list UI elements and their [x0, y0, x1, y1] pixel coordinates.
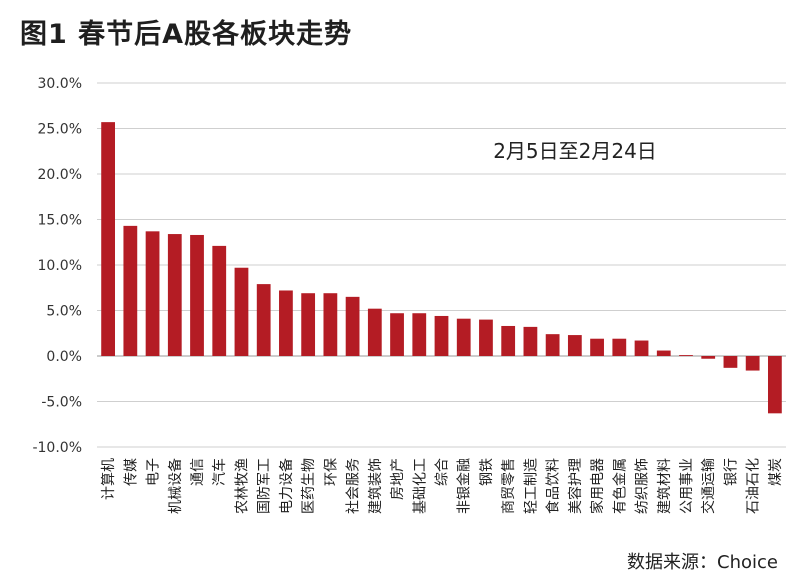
x-tick-label: 钢铁 — [479, 458, 495, 486]
x-tick-label: 煤炭 — [768, 458, 784, 486]
bar — [767, 356, 782, 414]
x-tick-label: 轻工制造 — [523, 458, 539, 514]
chart-title: 图1 春节后A股各板块走势 — [20, 19, 353, 50]
bar — [679, 355, 693, 356]
y-tick-label: 5.0% — [46, 304, 82, 320]
x-tick-label: 通信 — [190, 458, 206, 486]
x-tick-label: 商贸零售 — [501, 458, 517, 514]
bar — [323, 293, 338, 356]
bar — [123, 225, 138, 356]
x-tick-label: 电力设备 — [278, 458, 295, 514]
date-range-annotation: 2月5日至2月24日 — [493, 139, 657, 163]
bar — [501, 325, 516, 356]
y-axis-tick-labels: -10.0% -5.0% 0.0% 5.0% 10.0% 15.0% 20.0% 25.0% 3… — [32, 76, 82, 456]
bars — [101, 122, 782, 414]
bar — [456, 318, 471, 356]
x-tick-label: 建筑装饰 — [368, 458, 384, 514]
bar — [479, 319, 493, 356]
y-tick-label: 25.0% — [38, 122, 82, 138]
x-tick-label: 房地产 — [390, 458, 406, 500]
y-tick-label: 0.0% — [46, 349, 82, 365]
bar — [590, 338, 604, 356]
x-tick-label: 计算机 — [101, 458, 117, 500]
x-tick-label: 环保 — [323, 458, 339, 486]
y-tick-label: -10.0% — [32, 440, 82, 456]
x-tick-label: 交通运输 — [700, 458, 717, 514]
x-tick-label: 农林牧渔 — [234, 458, 250, 514]
bar — [345, 296, 360, 356]
x-tick-label: 医药生物 — [301, 458, 317, 514]
x-tick-label: 食品饮料 — [545, 458, 562, 514]
bar — [367, 308, 382, 356]
x-tick-label: 综合 — [435, 458, 451, 486]
bar — [701, 356, 716, 359]
bar — [301, 293, 316, 356]
bar — [390, 313, 404, 356]
bar — [167, 234, 182, 356]
y-tick-label: 20.0% — [38, 167, 82, 183]
x-tick-label: 汽车 — [211, 458, 228, 486]
x-tick-label: 机械设备 — [167, 458, 184, 514]
y-tick-label: 15.0% — [38, 213, 82, 229]
x-tick-label: 传媒 — [123, 458, 139, 486]
bar — [412, 313, 427, 356]
bar — [434, 315, 449, 356]
bar — [567, 335, 582, 356]
y-tick-label: 30.0% — [38, 76, 82, 92]
x-tick-label: 建筑材料 — [657, 458, 673, 514]
x-tick-label: 银行 — [723, 458, 739, 486]
y-tick-label: -5.0% — [41, 395, 82, 411]
bar — [745, 356, 760, 371]
bar — [101, 122, 116, 356]
x-axis-tick-labels: 计算机 传媒 电子 机械设备 通信 汽车 农林牧渔 国防军工 电力设备 医药生物 环保 社会服务 建筑装… — [101, 458, 784, 514]
bar — [190, 234, 204, 356]
x-tick-label: 有色金属 — [611, 458, 628, 514]
x-tick-label: 电子 — [146, 458, 162, 486]
bar — [234, 267, 249, 356]
x-tick-label: 社会服务 — [346, 458, 362, 514]
x-tick-label: 国防军工 — [257, 458, 273, 514]
bar — [523, 326, 538, 356]
x-tick-label: 非银金融 — [457, 458, 473, 514]
bar — [723, 356, 738, 368]
bar — [634, 340, 649, 356]
bar — [656, 350, 671, 356]
bar — [145, 231, 160, 356]
x-tick-label: 石油石化 — [746, 458, 762, 514]
bar — [545, 334, 560, 356]
x-tick-label: 家用电器 — [589, 458, 606, 514]
bar — [612, 338, 627, 356]
x-tick-label: 基础化工 — [411, 458, 428, 514]
bar — [212, 245, 227, 356]
bar — [256, 284, 271, 356]
x-tick-label: 公用事业 — [679, 458, 695, 514]
bar — [279, 290, 293, 356]
x-tick-label: 纺织服饰 — [635, 458, 651, 514]
y-tick-label: 10.0% — [38, 258, 82, 274]
source-note: 数据来源：Choice — [627, 552, 778, 573]
x-tick-label: 美容护理 — [567, 458, 584, 514]
